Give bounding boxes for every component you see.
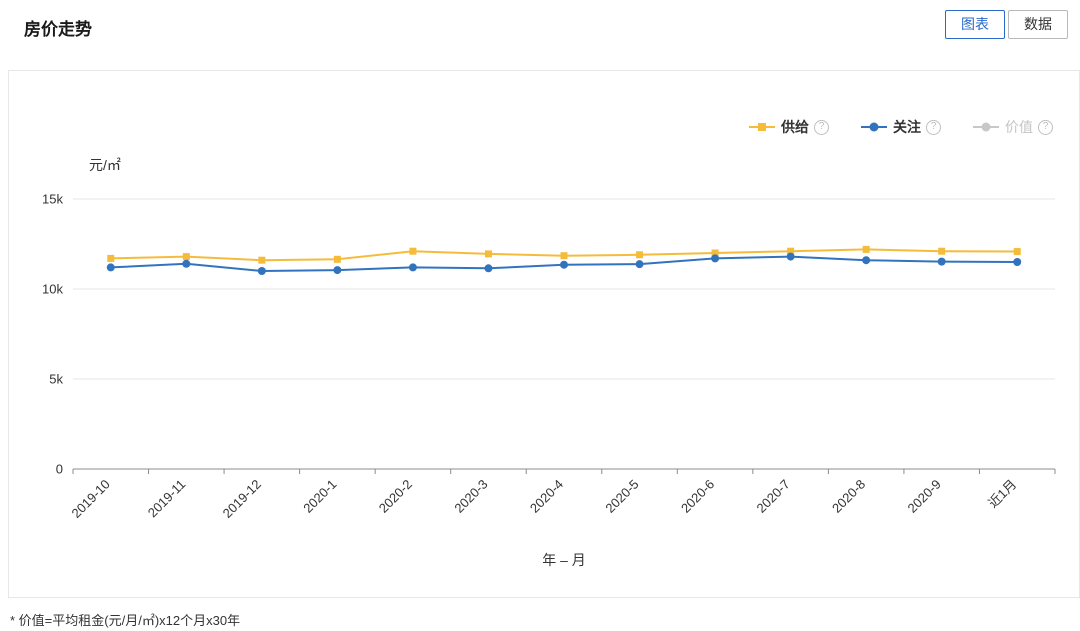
x-tick-label: 2019-12 (220, 477, 264, 521)
series-0[interactable] (107, 245, 1021, 264)
data-point-marker[interactable] (182, 253, 190, 261)
data-point-marker[interactable] (484, 250, 492, 258)
chart-legend: 供给? 关注? 价值? (749, 117, 1053, 137)
view-tabs: 图表 数据 (945, 10, 1068, 40)
y-gridlines: 0 5k 10k 15k (42, 192, 1055, 477)
x-tick-label: 2020-5 (602, 477, 641, 516)
x-tick-label: 2020-3 (451, 477, 490, 516)
page-title: 房价走势 (24, 20, 92, 39)
y-tick-label: 10k (42, 282, 63, 297)
chart-panel: 供给? 关注? 价值? 元/㎡ 0 5k 10k 15k 2019-10 2019-11 201… (8, 70, 1080, 598)
x-tick-label: 2020-2 (376, 477, 415, 516)
data-point-marker[interactable] (787, 247, 795, 255)
legend-circle-marker-icon (973, 122, 999, 132)
data-point-marker[interactable] (257, 267, 266, 275)
x-tick-label: 2020-1 (300, 477, 339, 516)
y-tick-label: 5k (49, 372, 63, 387)
data-point-marker[interactable] (258, 256, 266, 264)
data-point-marker[interactable] (409, 247, 417, 255)
data-point-marker[interactable] (711, 254, 720, 263)
x-tick-label: 2020-7 (754, 477, 793, 516)
data-point-marker[interactable] (636, 251, 644, 259)
x-axis (72, 468, 1056, 474)
legend-item-1[interactable]: 关注? (861, 117, 941, 137)
legend-label: 关注 (893, 119, 921, 135)
data-point-marker[interactable] (937, 257, 946, 266)
legend-label: 价值 (1005, 119, 1033, 135)
x-tick-label: 2019-11 (145, 477, 189, 521)
y-tick-label: 0 (56, 462, 63, 477)
header: 房价走势 图表 数据 (0, 0, 1080, 42)
series-1[interactable] (106, 252, 1022, 275)
data-point-marker[interactable] (1013, 258, 1022, 266)
x-tick-label: 2019-10 (69, 477, 113, 521)
legend-square-marker-icon (749, 123, 775, 131)
x-axis-title: 年 – 月 (542, 552, 586, 568)
x-tick-labels: 2019-10 2019-11 2019-12 2020-1 2020-2 2020-3 2… (69, 477, 1020, 521)
y-tick-label: 15k (42, 192, 63, 207)
x-tick-label: 2020-9 (905, 477, 944, 516)
data-point-marker[interactable] (107, 254, 115, 262)
legend-label: 供给 (781, 119, 809, 135)
legend-item-0[interactable]: 供给? (749, 117, 829, 137)
data-point-marker[interactable] (635, 260, 644, 269)
data-point-marker[interactable] (938, 247, 946, 255)
footnote: * 价值=平均租金(元/月/㎡)x12个月x30年 (10, 613, 241, 628)
data-point-marker[interactable] (333, 266, 342, 275)
legend-circle-marker-icon (861, 122, 887, 132)
tab-data[interactable]: 数据 (1008, 10, 1068, 40)
x-tick-label: 近1月 (985, 477, 1019, 511)
x-tick-label: 2020-8 (829, 477, 868, 516)
line-chart[interactable]: 0 5k 10k 15k 2019-10 2019-11 2019-12 2020-1 2020… (15, 179, 1071, 581)
x-tick-label: 2020-6 (678, 477, 717, 516)
data-point-marker[interactable] (333, 255, 341, 263)
data-point-marker[interactable] (408, 263, 417, 272)
legend-item-2[interactable]: 价值? (973, 117, 1053, 137)
data-point-marker[interactable] (862, 256, 871, 265)
data-point-marker[interactable] (862, 245, 870, 253)
data-point-marker[interactable] (711, 249, 719, 257)
data-point-marker[interactable] (182, 259, 191, 268)
data-point-marker[interactable] (106, 263, 115, 272)
data-point-marker[interactable] (560, 260, 568, 269)
x-tick-label: 2020-4 (527, 477, 566, 516)
data-point-marker[interactable] (1013, 248, 1021, 256)
data-point-marker[interactable] (560, 252, 568, 260)
help-icon[interactable]: ? (926, 119, 941, 135)
y-axis-unit-label: 元/㎡ (89, 157, 121, 173)
tab-chart[interactable]: 图表 (945, 10, 1005, 40)
data-point-marker[interactable] (786, 252, 795, 261)
data-point-marker[interactable] (484, 264, 493, 273)
help-icon[interactable]: ? (1038, 119, 1053, 135)
help-icon[interactable]: ? (814, 119, 829, 135)
